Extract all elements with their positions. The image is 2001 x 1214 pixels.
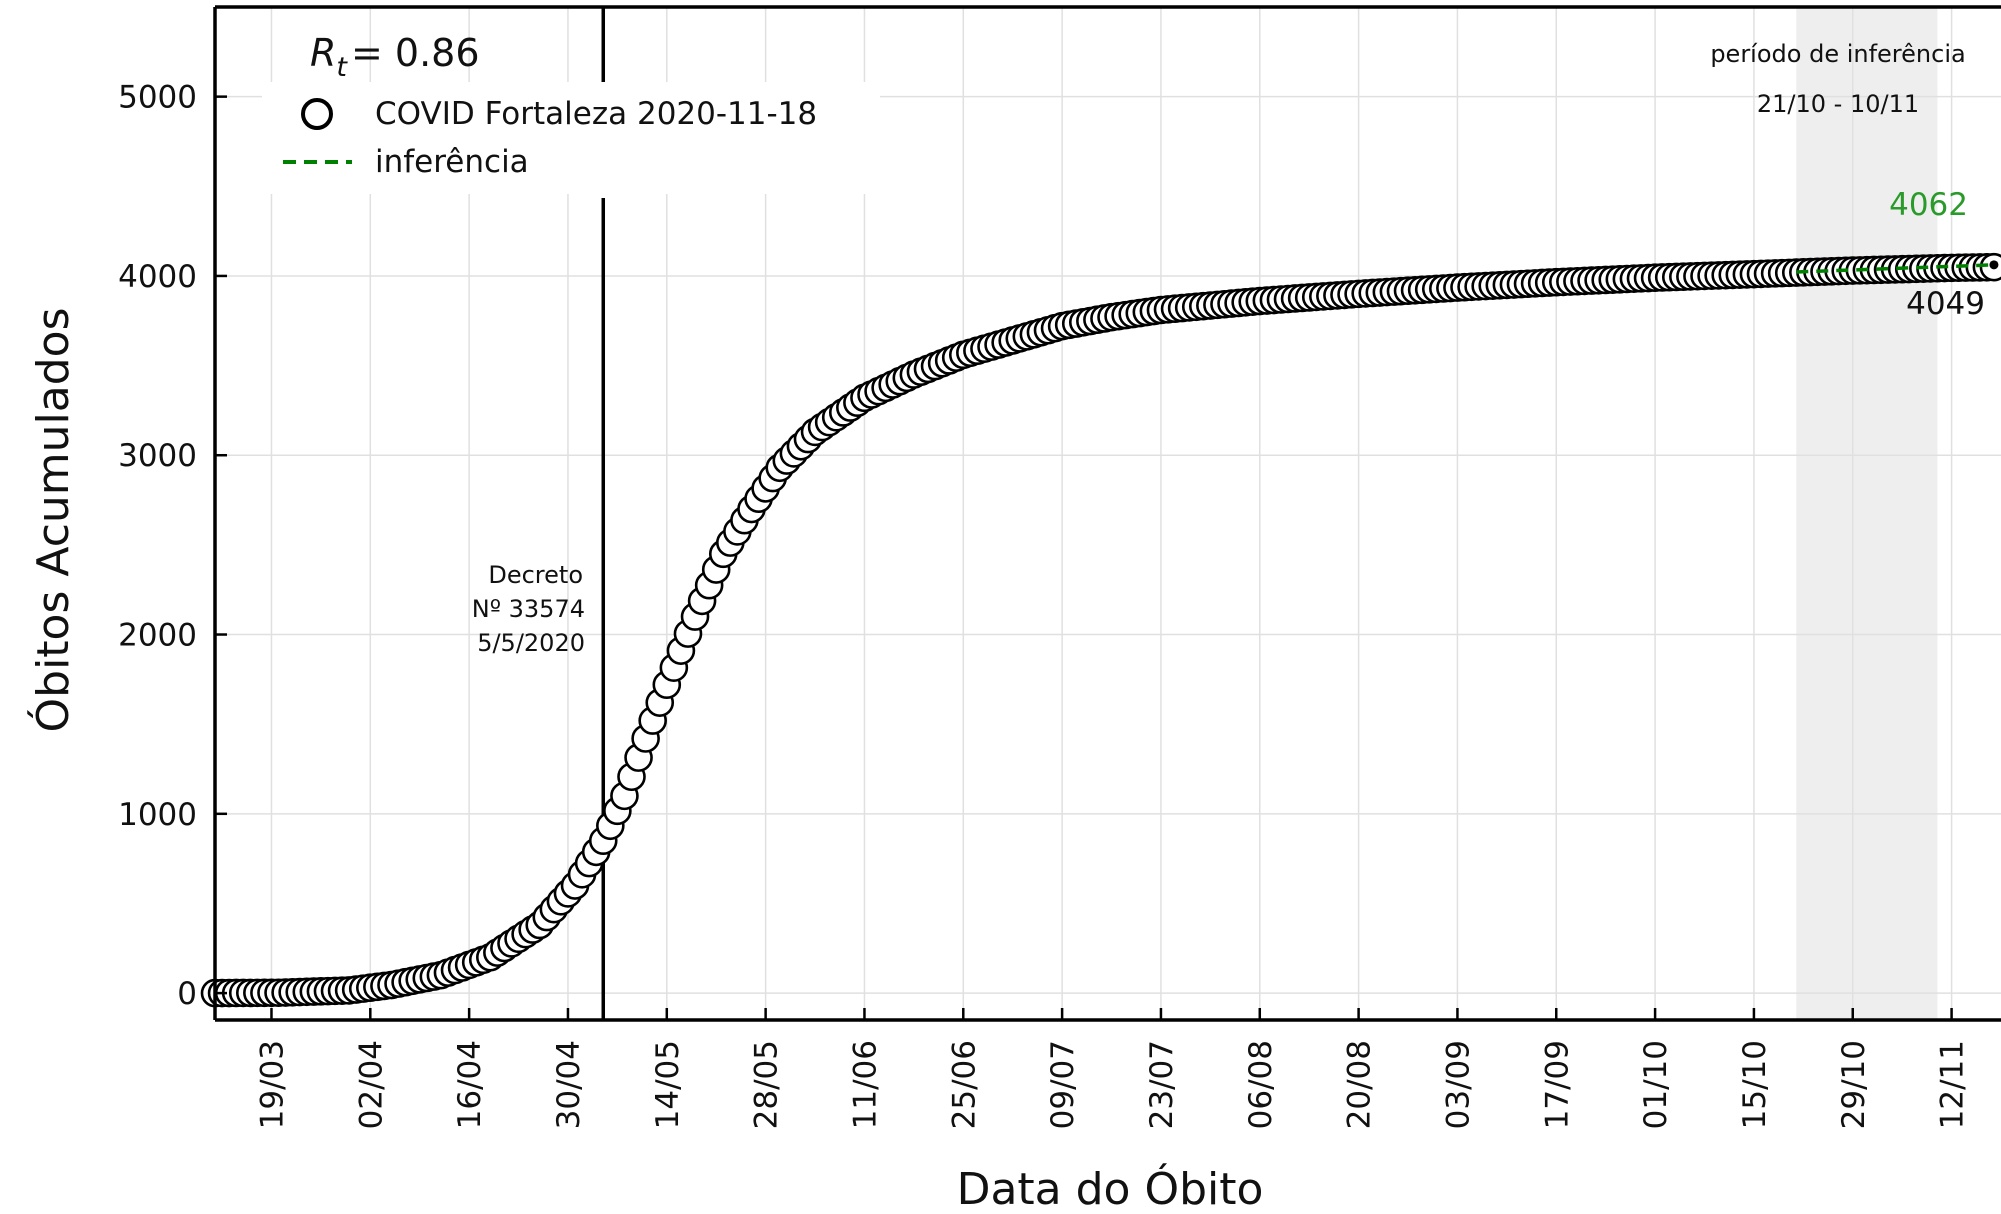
legend: COVID Fortaleza 2020-11-18 inferência [262, 82, 880, 194]
x-tick-label: 25/06 [946, 1040, 982, 1129]
inference-period-annotation: período de inferência 21/10 - 10/11 [1710, 40, 1965, 118]
legend-box [262, 82, 880, 194]
rt-value: = 0.86 [351, 31, 480, 75]
x-tick-label: 03/09 [1440, 1040, 1476, 1129]
inference-line-layer [1796, 260, 1999, 274]
inference-period-title: período de inferência [1710, 40, 1965, 68]
x-tick-label: 15/10 [1737, 1040, 1773, 1129]
y-tick-label: 4000 [118, 259, 197, 295]
x-tick-label: 09/07 [1045, 1040, 1081, 1129]
decree-line-1: Decreto [488, 561, 583, 589]
x-tick-label: 16/04 [452, 1040, 488, 1129]
inference-line [1796, 263, 1995, 274]
decree-line-3: 5/5/2020 [477, 629, 585, 657]
y-tick-label: 0 [177, 976, 197, 1012]
x-tick-label: 30/04 [551, 1040, 587, 1129]
x-tick-label: 20/08 [1342, 1040, 1378, 1129]
rt-label: Rt = 0.86 [310, 31, 480, 83]
y-tick-label: 1000 [118, 797, 197, 833]
inference-band-layer [1796, 7, 1938, 1020]
x-tick-label: 12/11 [1935, 1040, 1971, 1129]
svg-text:Rt= 0.86: Rt = 0.86 [310, 31, 480, 83]
decree-line-2: Nº 33574 [472, 595, 585, 623]
axes-layer [213, 5, 2001, 1022]
x-tick-label: 01/10 [1638, 1040, 1674, 1129]
x-axis-title: Data do Óbito [957, 1162, 1264, 1214]
legend-label-data: COVID Fortaleza 2020-11-18 [375, 96, 817, 132]
x-tick-label: 29/10 [1836, 1040, 1872, 1129]
observed-value-label: 4049 [1906, 286, 1985, 322]
inference-period-range: 21/10 - 10/11 [1757, 90, 1919, 118]
x-tick-label: 06/08 [1243, 1040, 1279, 1129]
inference-end-dot [1989, 260, 1999, 270]
y-tick-label: 2000 [118, 618, 197, 654]
legend-label-inference: inferência [375, 144, 529, 180]
y-tick-label: 3000 [118, 438, 197, 474]
inference-period-band [1796, 7, 1938, 1020]
y-axis-title: Óbitos Acumulados [26, 308, 79, 733]
x-tick-label: 17/09 [1539, 1040, 1575, 1129]
predicted-value-label: 4062 [1889, 187, 1968, 223]
x-tick-label: 11/06 [847, 1040, 883, 1129]
x-tick-label: 14/05 [650, 1040, 686, 1129]
x-tick-label: 23/07 [1144, 1040, 1180, 1129]
y-tick-label: 5000 [118, 80, 197, 116]
x-tick-label: 19/03 [254, 1040, 290, 1129]
x-tick-label: 28/05 [749, 1040, 785, 1129]
decree-annotation: Decreto Nº 33574 5/5/2020 [472, 561, 585, 657]
legend-marker-circle-icon [301, 98, 333, 130]
data-points-layer [200, 252, 2001, 1008]
rt-symbol: R [310, 31, 336, 75]
rt-subscript: t [336, 52, 348, 83]
ticks-layer: 19/03 02/04 16/04 30/04 14/05 28/05 11/06 25/06… [118, 80, 1970, 1130]
x-tick-label: 02/04 [353, 1040, 389, 1129]
